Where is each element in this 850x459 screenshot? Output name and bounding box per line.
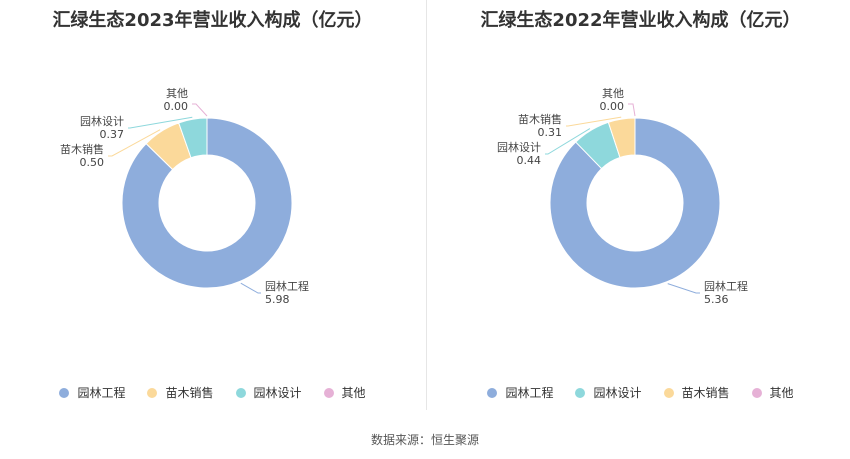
leader-line-其他: [628, 103, 636, 117]
slice-value-园林工程: 5.98: [265, 293, 290, 306]
legend-item-园林工程[interactable]: 园林工程: [487, 384, 553, 401]
chart-2023: 汇绿生态2023年营业收入构成（亿元） 园林工程 5.98 苗木销售 0.50 园林设计…: [0, 0, 425, 410]
slice-value-其他: 0.00: [600, 100, 625, 113]
leader-line-园林设计: [545, 128, 591, 155]
slice-value-园林设计: 0.37: [100, 128, 125, 141]
slice-园林设计[interactable]: [178, 117, 208, 159]
slice-label-园林设计: 园林设计: [80, 114, 124, 128]
legend-label: 园林设计: [253, 386, 302, 400]
legend-dot-icon: [323, 387, 334, 398]
slice-苗木销售[interactable]: [607, 117, 636, 159]
slice-label-苗木销售: 苗木销售: [60, 142, 104, 156]
slice-label-苗木销售: 苗木销售: [518, 112, 562, 126]
data-source-note: 数据来源：恒生聚源: [370, 433, 479, 447]
legend-dot-icon: [147, 387, 158, 398]
leader-line-园林工程: [667, 283, 700, 294]
slice-label-园林工程: 园林工程: [704, 279, 748, 293]
legend-label: 其他: [769, 386, 794, 400]
leader-line-园林设计: [128, 116, 193, 129]
chart-2022: 汇绿生态2022年营业收入构成（亿元） 园林工程 5.36 园林设计 0.44 苗木销售…: [428, 0, 850, 410]
slice-label-其他: 其他: [602, 87, 624, 100]
slice-value-苗木销售: 0.31: [538, 126, 563, 139]
legend-item-园林设计[interactable]: 园林设计: [235, 384, 302, 401]
slice-value-其他: 0.00: [164, 100, 189, 113]
legend-item-其他[interactable]: 其他: [323, 384, 366, 401]
leader-line-苗木销售: [566, 116, 622, 127]
slice-园林工程[interactable]: [121, 117, 293, 289]
legend-label: 园林工程: [505, 386, 554, 400]
slice-value-园林设计: 0.44: [517, 154, 542, 167]
legend-dot-icon: [235, 387, 246, 398]
slice-园林工程[interactable]: [549, 117, 721, 289]
legend-dot-icon: [575, 387, 586, 398]
slice-label-园林设计: 园林设计: [497, 140, 541, 154]
leader-line-其他: [192, 103, 208, 117]
panel-divider: [426, 0, 427, 410]
legend-dot-icon: [663, 387, 674, 398]
legend-item-园林工程[interactable]: 园林工程: [59, 384, 125, 401]
leader-line-苗木销售: [108, 129, 161, 157]
legend-label: 园林工程: [77, 386, 126, 400]
slice-label-园林工程: 园林工程: [265, 279, 309, 293]
legend-label: 其他: [341, 386, 366, 400]
legend-item-其他[interactable]: 其他: [751, 384, 794, 401]
legend-label: 园林设计: [593, 386, 642, 400]
legend-dot-icon: [487, 387, 498, 398]
slice-label-其他: 其他: [166, 87, 188, 100]
legend-item-园林设计[interactable]: 园林设计: [575, 384, 642, 401]
slice-value-园林工程: 5.36: [704, 293, 729, 306]
legend-label: 苗木销售: [681, 386, 730, 400]
legend-item-苗木销售[interactable]: 苗木销售: [663, 384, 730, 401]
chart-title-2023: 汇绿生态2023年营业收入构成（亿元）: [52, 10, 373, 31]
legend-dot-icon: [751, 387, 762, 398]
slice-value-苗木销售: 0.50: [80, 156, 105, 169]
legend-item-苗木销售[interactable]: 苗木销售: [147, 384, 214, 401]
legend-label: 苗木销售: [165, 386, 214, 400]
chart-title-2022: 汇绿生态2022年营业收入构成（亿元）: [480, 10, 801, 31]
legend-2022: 园林工程 园林设计 苗木销售 其他: [428, 384, 850, 401]
leader-line-园林工程: [240, 282, 261, 294]
legend-dot-icon: [59, 387, 70, 398]
legend-2023: 园林工程 苗木销售 园林设计 其他: [0, 384, 425, 401]
